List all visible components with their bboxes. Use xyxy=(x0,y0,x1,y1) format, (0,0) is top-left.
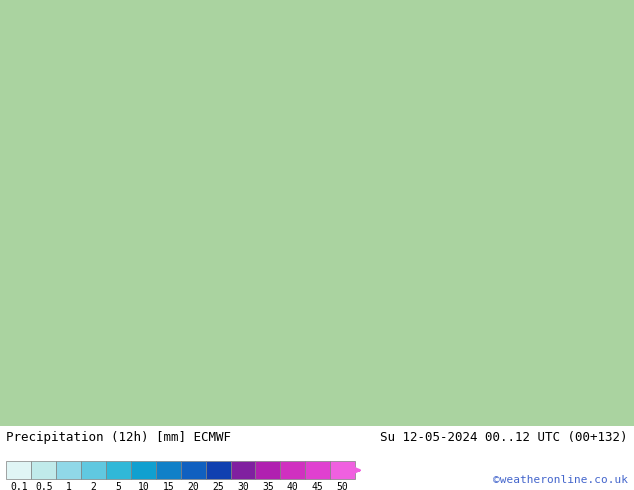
Text: 1: 1 xyxy=(66,482,72,490)
Bar xyxy=(330,462,355,479)
Text: Su 12-05-2024 00..12 UTC (00+132): Su 12-05-2024 00..12 UTC (00+132) xyxy=(380,431,628,444)
Bar xyxy=(181,462,205,479)
Bar xyxy=(256,462,280,479)
Bar xyxy=(305,462,330,479)
Text: 5: 5 xyxy=(115,482,121,490)
Text: 0.1: 0.1 xyxy=(10,482,28,490)
Text: Precipitation (12h) [mm] ECMWF: Precipitation (12h) [mm] ECMWF xyxy=(6,431,231,444)
Text: 30: 30 xyxy=(237,482,249,490)
Text: 40: 40 xyxy=(287,482,299,490)
Text: 20: 20 xyxy=(187,482,199,490)
Bar xyxy=(31,462,56,479)
Bar xyxy=(81,462,106,479)
Bar xyxy=(231,462,256,479)
Bar xyxy=(156,462,181,479)
Bar xyxy=(205,462,231,479)
Text: 2: 2 xyxy=(91,482,96,490)
Text: 10: 10 xyxy=(138,482,149,490)
Bar xyxy=(106,462,131,479)
Bar xyxy=(131,462,156,479)
Text: 50: 50 xyxy=(337,482,349,490)
Text: 25: 25 xyxy=(212,482,224,490)
Text: 15: 15 xyxy=(162,482,174,490)
Bar xyxy=(56,462,81,479)
Text: 35: 35 xyxy=(262,482,274,490)
Text: ©weatheronline.co.uk: ©weatheronline.co.uk xyxy=(493,475,628,485)
Bar xyxy=(6,462,31,479)
Text: 0.5: 0.5 xyxy=(35,482,53,490)
Text: 45: 45 xyxy=(312,482,323,490)
Bar xyxy=(280,462,305,479)
